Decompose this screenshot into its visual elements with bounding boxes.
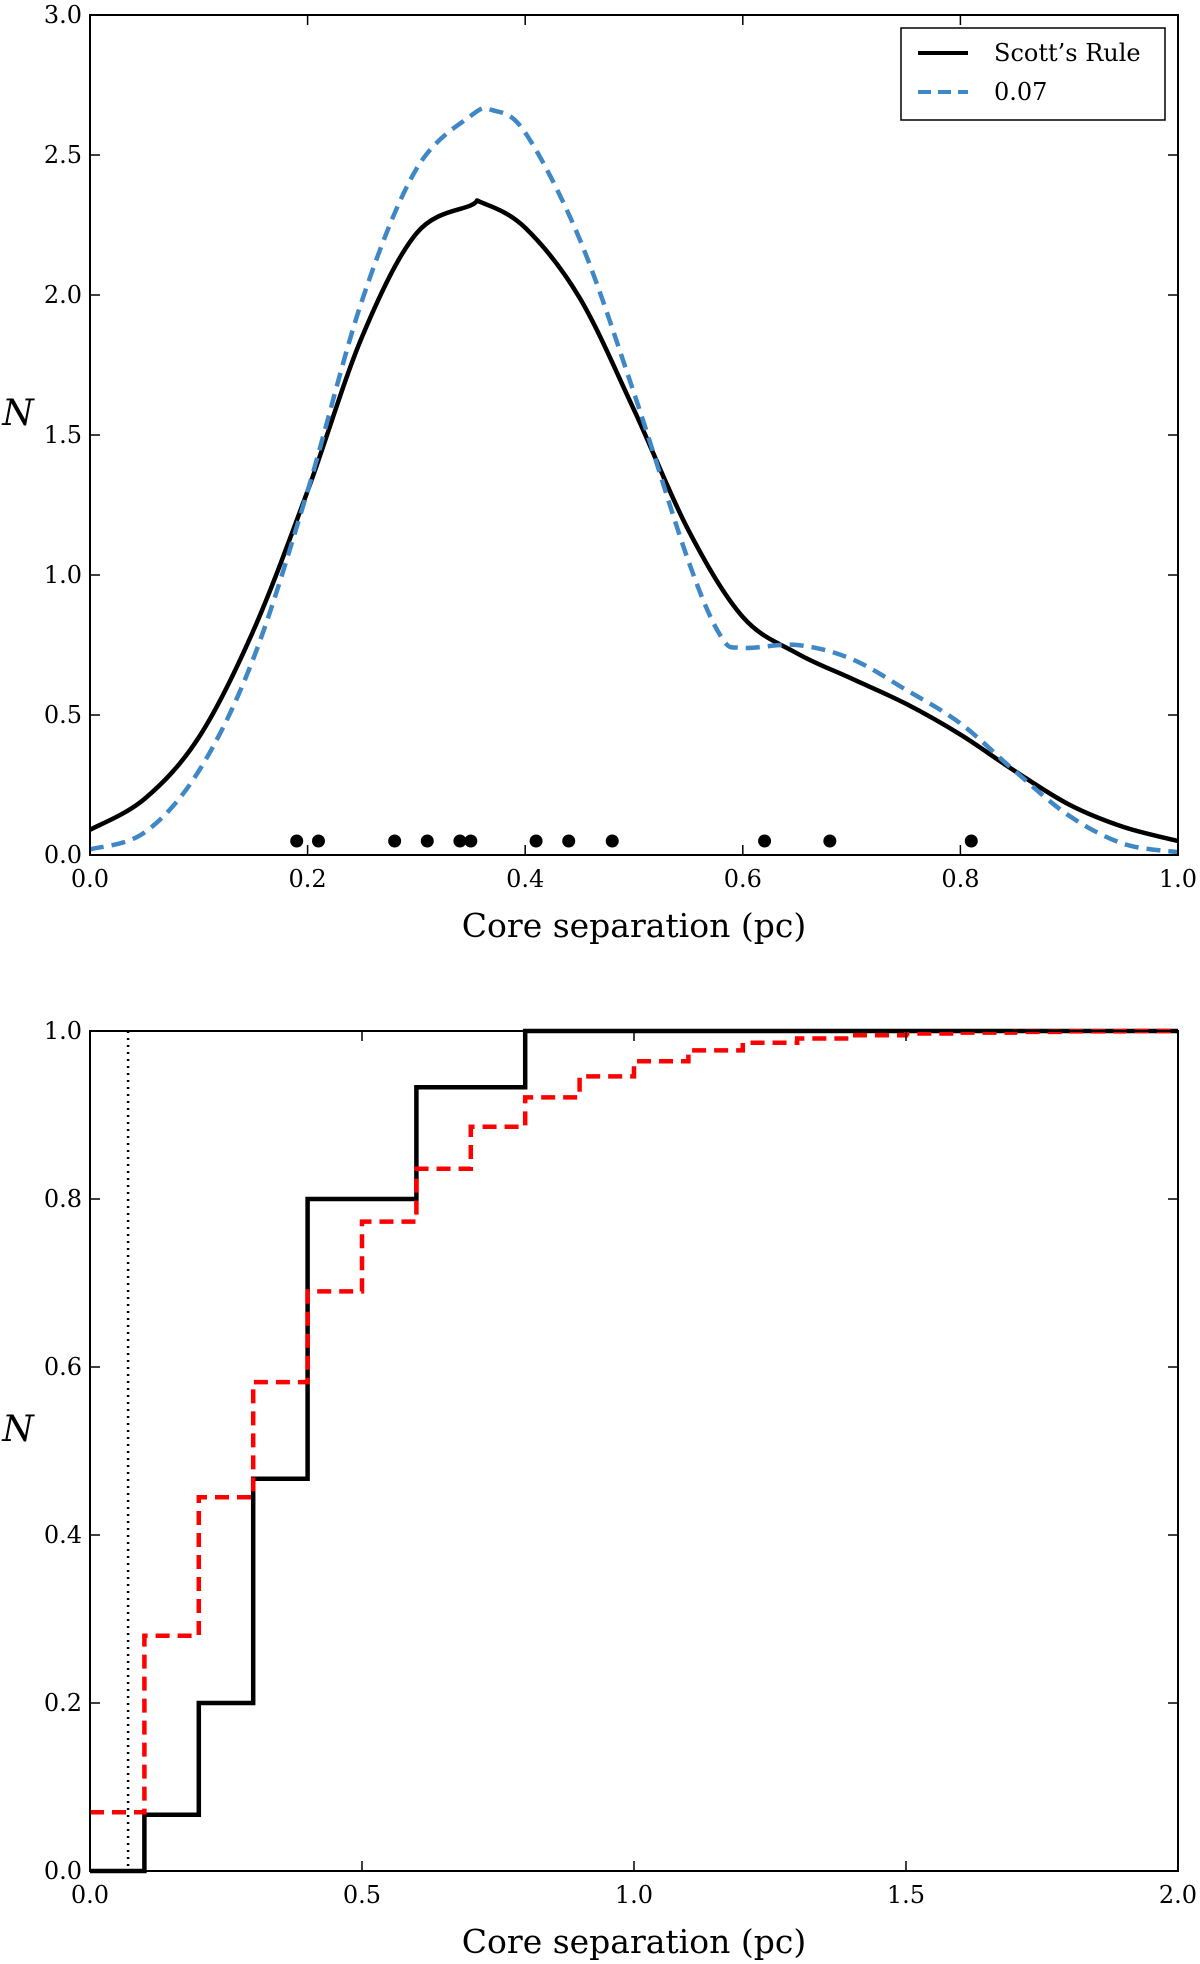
series-line-scotts-rule xyxy=(88,198,1179,844)
legend-label-0-07: 0.07 xyxy=(994,78,1047,106)
data-point xyxy=(388,834,402,848)
x-tick-label: 0.4 xyxy=(506,865,544,893)
cumulative-x-axis-title: Core separation (pc) xyxy=(462,1922,806,1961)
series-line-0-07 xyxy=(89,105,1179,855)
cumulative-axes-frame xyxy=(89,1030,1179,1872)
x-tick-label: 0.5 xyxy=(343,1881,381,1909)
kde-x-axis-title: Core separation (pc) xyxy=(462,906,806,945)
cumulative-plot-area xyxy=(90,1028,1178,1874)
y-tick-label: 1.5 xyxy=(44,421,82,449)
y-tick-label: 0.6 xyxy=(44,1353,82,1381)
x-tick-label: 0.0 xyxy=(71,865,109,893)
x-tick-label: 0.0 xyxy=(71,1881,109,1909)
data-point xyxy=(605,834,619,848)
legend-label-scotts-rule: Scott’s Rule xyxy=(994,39,1141,67)
data-point xyxy=(453,834,467,848)
legend: Scott’s Rule 0.07 xyxy=(900,27,1166,121)
x-tick-label: 1.0 xyxy=(1159,865,1197,893)
y-tick-label: 0.0 xyxy=(44,1857,82,1885)
kde-y-axis-title: N xyxy=(1,393,35,434)
data-point xyxy=(290,834,304,848)
kde-axes-frame xyxy=(89,14,1179,856)
data-point xyxy=(758,834,772,848)
x-tick-label: 2.0 xyxy=(1159,1881,1197,1909)
step-line-model xyxy=(90,1028,1178,1815)
kde-plot-area xyxy=(88,105,1179,855)
x-tick-label: 0.2 xyxy=(289,865,327,893)
y-tick-label: 0.2 xyxy=(44,1689,82,1717)
y-tick-label: 1.0 xyxy=(44,1017,82,1045)
y-tick-label: 0.0 xyxy=(44,841,82,869)
data-point xyxy=(823,834,837,848)
y-tick-label: 1.0 xyxy=(44,561,82,589)
cumulative-panel: 0.0 0.5 1.0 1.5 2.0 0.0 0.2 0.4 0.6 0.8 1.0 Core s… xyxy=(1,1017,1197,1961)
data-point xyxy=(562,834,576,848)
cumulative-y-axis-title: N xyxy=(1,1409,35,1450)
y-tick-label: 2.5 xyxy=(44,141,82,169)
data-point xyxy=(311,834,325,848)
y-tick-label: 3.0 xyxy=(44,1,82,29)
kde-panel: 0.0 0.2 0.4 0.6 0.8 1.00.00.51.01.52.02.53.0 … xyxy=(1,1,1197,945)
data-point xyxy=(964,834,978,848)
x-tick-label: 1.5 xyxy=(887,1881,925,1909)
x-tick-label: 1.0 xyxy=(615,1881,653,1909)
data-point xyxy=(420,834,434,848)
data-point xyxy=(529,834,543,848)
y-tick-label: 0.8 xyxy=(44,1185,82,1213)
y-tick-label: 0.4 xyxy=(44,1521,82,1549)
y-tick-label: 2.0 xyxy=(44,281,82,309)
cumulative-ticks: 0.0 0.5 1.0 1.5 2.0 0.0 0.2 0.4 0.6 0.8 1.0 xyxy=(44,1017,1197,1909)
step-line-observed xyxy=(90,1028,1178,1874)
x-tick-label: 0.8 xyxy=(941,865,979,893)
y-tick-label: 0.5 xyxy=(44,701,82,729)
data-point xyxy=(464,834,478,848)
legend-box xyxy=(900,27,1166,121)
x-tick-label: 0.6 xyxy=(724,865,762,893)
kde-ticks: 0.0 0.2 0.4 0.6 0.8 1.0 0.0 0.5 1.0 1.5 2.0 2.5 3.0 xyxy=(44,1,1197,893)
